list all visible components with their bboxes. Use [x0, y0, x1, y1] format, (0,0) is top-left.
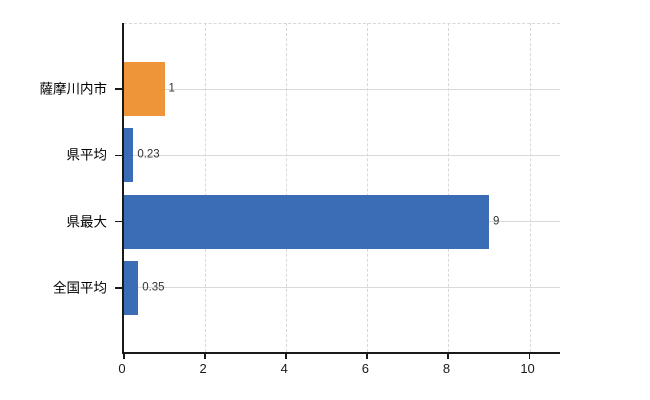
x-axis-tick-mark [528, 354, 531, 359]
x-axis-tick-mark [123, 354, 125, 359]
y-axis-tick-mark [115, 154, 122, 157]
y-axis-tick-mark [115, 88, 122, 90]
bar-value-label: 1 [168, 82, 175, 95]
gridline-horizontal [124, 287, 560, 289]
category-label: 県平均 [66, 147, 108, 163]
gridline-horizontal [124, 154, 560, 156]
gridline-vertical [448, 23, 450, 352]
x-axis-tick-mark [447, 354, 449, 359]
bar-value-label: 0.35 [142, 281, 165, 294]
x-axis-tick-label: 6 [361, 361, 369, 376]
plot-top-border [124, 23, 560, 24]
y-axis-tick-mark [115, 287, 122, 289]
bar-layer [124, 23, 560, 352]
x-axis-tick-label: 0 [118, 361, 126, 376]
gridline-vertical [529, 23, 531, 352]
x-axis-tick-mark [366, 354, 368, 359]
bar-県最大 [124, 194, 489, 249]
bar-value-label: 0.23 [137, 148, 160, 161]
x-axis-tick-label: 4 [280, 361, 288, 376]
x-axis-tick-mark [285, 354, 287, 359]
bar-全国平均 [124, 260, 139, 315]
x-axis-tick-label: 10 [520, 361, 535, 376]
category-label: 全国平均 [53, 280, 107, 296]
bar-薩摩川内市 [124, 62, 165, 117]
y-axis-tick-mark [115, 220, 122, 223]
x-axis-tick-label: 8 [442, 361, 451, 376]
gridline-horizontal [124, 88, 560, 90]
gridline-vertical [205, 23, 207, 352]
bar-value-label: 9 [493, 214, 500, 227]
bar-県平均 [124, 128, 134, 183]
value-label-layer: 1 0.23 9 0.35 [124, 23, 560, 352]
x-axis-tick-mark [204, 354, 206, 359]
category-label: 県最大 [66, 213, 108, 229]
gridline-vertical [367, 23, 369, 352]
plot-area: 1 0.23 9 0.35 [115, 23, 560, 359]
gridline-vertical [286, 23, 288, 352]
x-axis-tick-label: 2 [199, 361, 207, 376]
category-label: 薩摩川内市 [39, 81, 108, 97]
